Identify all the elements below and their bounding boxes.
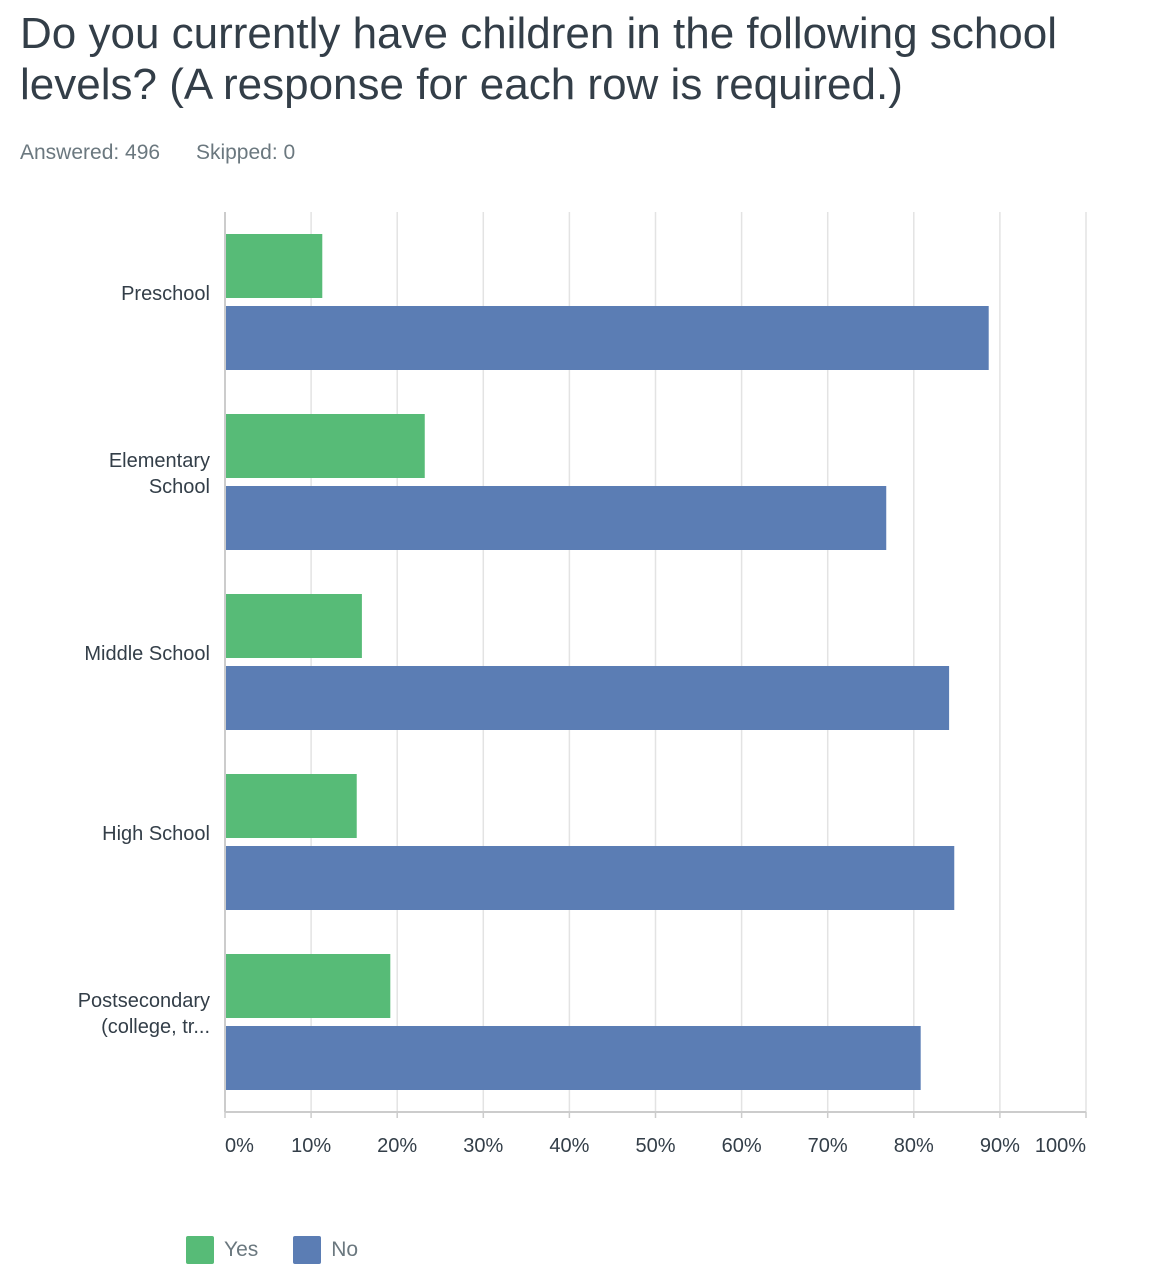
legend-label-yes: Yes <box>224 1238 259 1261</box>
bar-no[interactable] <box>226 666 950 730</box>
category-label: Postsecondary <box>78 990 210 1012</box>
bar-no[interactable] <box>226 306 989 370</box>
legend-swatch-yes <box>186 1236 214 1264</box>
bar-yes[interactable] <box>226 414 425 478</box>
tick-label: 10% <box>291 1135 331 1157</box>
bar-no[interactable] <box>226 486 887 550</box>
legend-item-no[interactable]: No <box>293 1236 358 1264</box>
tick-label: 0% <box>225 1135 254 1157</box>
tick-label: 60% <box>722 1135 762 1157</box>
answered-count: Answered: 496 <box>20 141 161 164</box>
tick-label: 40% <box>549 1135 589 1157</box>
category-label: School <box>149 476 210 498</box>
legend-item-yes[interactable]: Yes <box>186 1236 258 1264</box>
question-title: Do you currently have children in the fo… <box>20 9 1058 109</box>
bar-yes[interactable] <box>226 954 391 1018</box>
bar-chart: Preschool Elementary School Middle School Hi… <box>78 212 1087 1157</box>
category-label: Elementary <box>109 450 210 472</box>
legend-swatch-no <box>293 1236 322 1264</box>
bars <box>226 234 989 1090</box>
bar-no[interactable] <box>226 846 955 910</box>
tick-labels: 0% 10% 20% 30% 40% 50% 60% 70% 80% 90% 100% <box>225 1135 1086 1157</box>
skipped-count: Skipped: 0 <box>195 141 296 164</box>
tick-label: 70% <box>808 1135 848 1157</box>
tick-label: 80% <box>894 1135 934 1157</box>
category-label: Preschool <box>121 283 210 305</box>
legend-label-no: No <box>331 1238 359 1261</box>
category-label: (college, tr... <box>101 1016 210 1038</box>
response-stats: Answered: 496 Skipped: 0 <box>20 141 325 165</box>
bar-yes[interactable] <box>226 234 323 298</box>
tick-label: 50% <box>635 1135 675 1157</box>
tick-label: 100% <box>1035 1135 1086 1157</box>
category-label: Middle School <box>84 643 210 665</box>
category-label: High School <box>102 823 210 845</box>
tick-label: 90% <box>980 1135 1020 1157</box>
bar-no[interactable] <box>226 1026 921 1090</box>
bar-yes[interactable] <box>226 774 357 838</box>
legend: Yes No <box>186 1236 393 1264</box>
bar-yes[interactable] <box>226 594 362 658</box>
tick-label: 20% <box>377 1135 417 1157</box>
tick-label: 30% <box>463 1135 503 1157</box>
axes <box>224 212 1087 1118</box>
category-labels: Preschool Elementary School Middle School Hi… <box>78 283 210 1038</box>
